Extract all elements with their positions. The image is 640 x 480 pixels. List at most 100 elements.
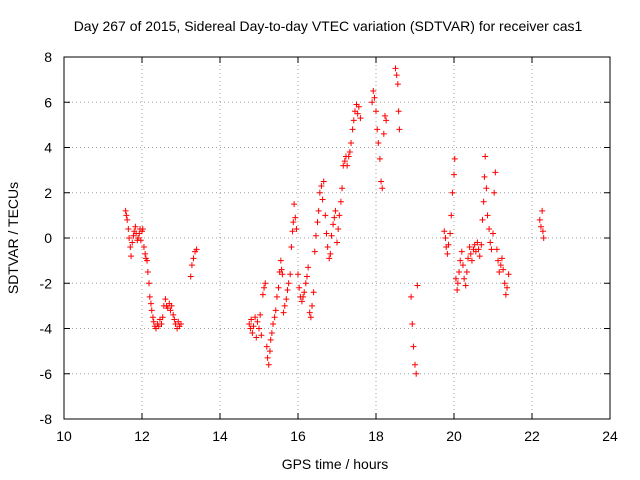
data-point xyxy=(267,336,274,343)
data-point xyxy=(298,298,305,305)
data-point xyxy=(452,275,459,282)
y-tick-label: -4 xyxy=(40,321,53,337)
data-point xyxy=(170,311,177,318)
data-point xyxy=(309,302,316,309)
data-point xyxy=(146,293,153,300)
data-point xyxy=(462,282,469,289)
data-point xyxy=(492,169,499,176)
data-point xyxy=(409,320,416,327)
data-point xyxy=(257,311,264,318)
data-point xyxy=(293,225,300,232)
data-point xyxy=(380,130,387,137)
data-point xyxy=(381,112,388,119)
data-point xyxy=(149,314,156,321)
data-point xyxy=(146,280,153,287)
data-point xyxy=(326,255,333,262)
grid-lines xyxy=(64,57,610,419)
data-point xyxy=(344,162,351,169)
data-point xyxy=(125,225,132,232)
data-point xyxy=(486,225,493,232)
data-point xyxy=(271,314,278,321)
data-point xyxy=(496,268,503,275)
data-point xyxy=(296,284,303,291)
data-point xyxy=(303,273,310,280)
data-point xyxy=(139,225,146,232)
y-tick-label: 0 xyxy=(44,230,52,246)
data-point xyxy=(280,309,287,316)
data-point xyxy=(144,257,151,264)
data-point xyxy=(291,201,298,208)
data-point xyxy=(262,280,269,287)
data-point xyxy=(253,334,260,341)
y-tick-label: -8 xyxy=(40,411,53,427)
data-point xyxy=(355,103,362,110)
data-point xyxy=(478,241,485,248)
x-tick-labels: 10 12 14 16 18 20 22 24 xyxy=(56,428,618,444)
data-point xyxy=(323,230,330,237)
data-point xyxy=(322,212,329,219)
data-point xyxy=(190,255,197,262)
data-point xyxy=(463,268,470,275)
data-point xyxy=(148,307,155,314)
data-point xyxy=(456,268,463,275)
data-point xyxy=(264,354,271,361)
data-point xyxy=(442,235,449,241)
data-point xyxy=(357,115,364,122)
x-tick-label: 22 xyxy=(524,428,540,444)
data-point xyxy=(193,246,200,253)
data-point xyxy=(479,216,486,223)
y-axis-label: SDTVAR / TECUs xyxy=(5,182,21,294)
x-axis-label: GPS time / hours xyxy=(282,456,389,472)
data-point xyxy=(258,332,265,339)
data-point xyxy=(476,253,483,260)
data-point xyxy=(346,149,353,156)
data-point xyxy=(128,253,135,260)
data-point xyxy=(310,289,317,296)
data-point xyxy=(371,94,378,101)
data-point xyxy=(187,273,194,280)
data-point xyxy=(335,225,342,232)
data-point xyxy=(488,246,495,253)
data-point xyxy=(483,185,490,192)
data-point xyxy=(354,110,361,117)
data-point xyxy=(295,271,301,278)
y-tick-label: -6 xyxy=(40,366,53,382)
data-point xyxy=(305,264,312,271)
data-point xyxy=(266,348,273,355)
data-point xyxy=(502,291,509,298)
data-point xyxy=(481,173,488,180)
data-point xyxy=(158,320,165,327)
data-point xyxy=(246,320,253,327)
data-point xyxy=(451,171,457,178)
data-point xyxy=(457,257,464,264)
data-point xyxy=(374,126,381,133)
data-point xyxy=(261,284,268,291)
data-point xyxy=(414,282,421,289)
y-tick-label: 2 xyxy=(44,185,52,201)
data-point xyxy=(375,139,382,146)
data-point xyxy=(256,325,262,332)
data-point xyxy=(122,207,129,214)
data-point xyxy=(287,271,294,278)
data-point xyxy=(142,250,149,257)
data-point xyxy=(129,239,136,246)
data-point xyxy=(393,72,400,79)
data-point xyxy=(250,323,257,330)
data-point xyxy=(314,219,321,226)
data-point xyxy=(336,212,343,219)
data-point xyxy=(254,318,261,325)
data-point xyxy=(392,65,399,72)
data-point xyxy=(395,108,402,115)
data-point xyxy=(248,316,255,323)
data-point xyxy=(328,232,335,239)
data-point xyxy=(467,250,474,257)
data-point xyxy=(537,223,544,230)
data-point xyxy=(126,235,133,241)
data-point xyxy=(539,207,546,214)
data-point xyxy=(379,185,386,192)
data-point xyxy=(316,189,323,196)
data-point xyxy=(480,198,487,205)
data-point xyxy=(475,246,482,253)
data-point xyxy=(369,99,376,106)
x-tick-label: 18 xyxy=(368,428,384,444)
